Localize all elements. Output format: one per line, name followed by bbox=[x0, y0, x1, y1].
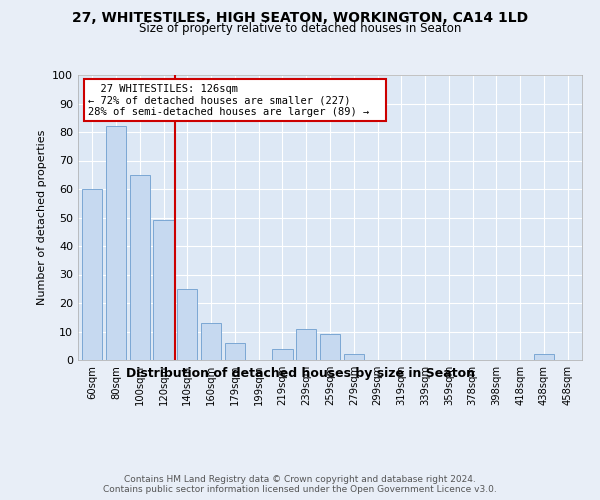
Bar bbox=[130, 175, 150, 360]
Text: Distribution of detached houses by size in Seaton: Distribution of detached houses by size … bbox=[125, 368, 475, 380]
Bar bbox=[344, 354, 364, 360]
Text: Size of property relative to detached houses in Seaton: Size of property relative to detached ho… bbox=[139, 22, 461, 35]
Bar bbox=[225, 343, 245, 360]
Text: 27, WHITESTILES, HIGH SEATON, WORKINGTON, CA14 1LD: 27, WHITESTILES, HIGH SEATON, WORKINGTON… bbox=[72, 11, 528, 25]
Text: Contains HM Land Registry data © Crown copyright and database right 2024.
Contai: Contains HM Land Registry data © Crown c… bbox=[103, 475, 497, 494]
Text: 27 WHITESTILES: 126sqm
← 72% of detached houses are smaller (227)
28% of semi-de: 27 WHITESTILES: 126sqm ← 72% of detached… bbox=[88, 84, 382, 116]
Bar bbox=[296, 328, 316, 360]
Bar bbox=[272, 348, 293, 360]
Y-axis label: Number of detached properties: Number of detached properties bbox=[37, 130, 47, 305]
Bar bbox=[82, 189, 103, 360]
Bar bbox=[154, 220, 173, 360]
Bar bbox=[534, 354, 554, 360]
Bar bbox=[106, 126, 126, 360]
Bar bbox=[177, 289, 197, 360]
Bar bbox=[201, 323, 221, 360]
Bar bbox=[320, 334, 340, 360]
